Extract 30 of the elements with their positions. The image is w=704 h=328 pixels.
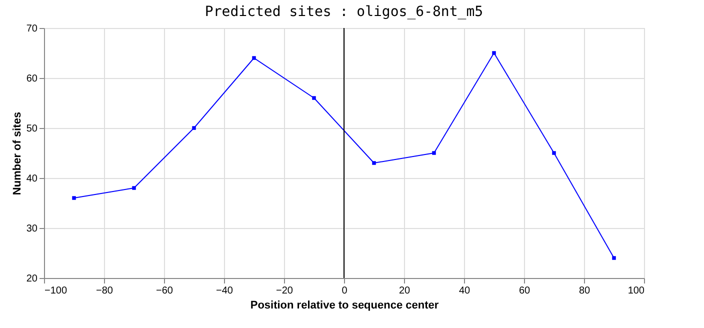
x-tick-label: 100 bbox=[628, 286, 645, 296]
x-tick-label: −80 bbox=[96, 286, 114, 296]
y-tick-label: 60 bbox=[26, 74, 38, 84]
point bbox=[312, 96, 316, 100]
point bbox=[612, 256, 616, 260]
x-axis-title: Position relative to sequence center bbox=[250, 300, 440, 312]
y-tick-label: 40 bbox=[26, 174, 38, 184]
x-tick-label: 60 bbox=[518, 286, 530, 296]
x-tick-label: 0 bbox=[342, 286, 348, 296]
point bbox=[432, 151, 436, 155]
x-tick-label: 20 bbox=[398, 286, 410, 296]
y-tick-label: 50 bbox=[26, 124, 38, 134]
x-tick-label: −20 bbox=[276, 286, 294, 296]
y-axis-title: Number of sites bbox=[11, 112, 24, 196]
x-tick-label: 40 bbox=[458, 286, 470, 296]
point bbox=[552, 151, 556, 155]
point bbox=[72, 196, 76, 200]
point bbox=[192, 126, 196, 130]
chart-title: Predicted sites : oligos_6-8nt_m5 bbox=[204, 4, 484, 20]
y-tick-label: 30 bbox=[26, 224, 38, 234]
x-tick-label: −100 bbox=[44, 286, 68, 296]
y-tick-label: 20 bbox=[26, 274, 38, 284]
point bbox=[252, 56, 256, 60]
y-tick-label: 70 bbox=[26, 24, 38, 34]
x-tick-label: 80 bbox=[578, 286, 590, 296]
x-tick-label: −60 bbox=[156, 286, 174, 296]
point bbox=[492, 51, 496, 55]
point bbox=[132, 186, 136, 190]
x-tick-label: −40 bbox=[216, 286, 234, 296]
point bbox=[372, 161, 376, 165]
